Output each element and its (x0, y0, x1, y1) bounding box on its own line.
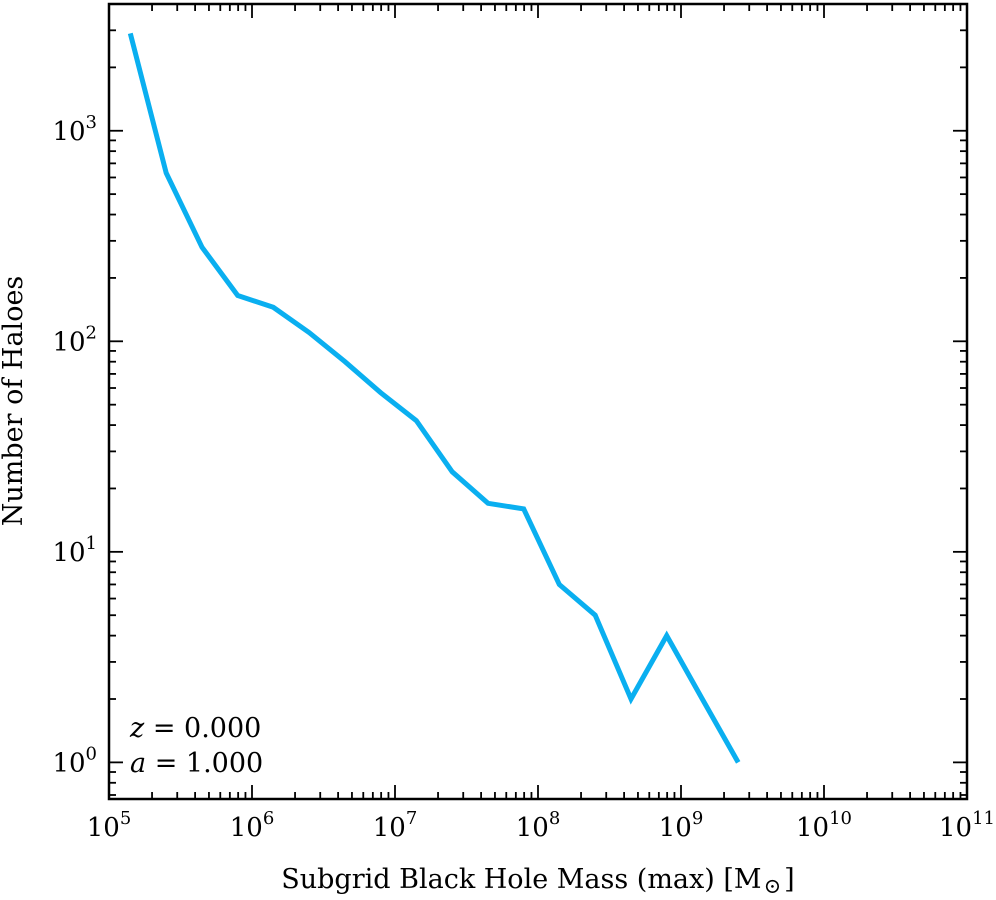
x-tick-label-base: 10 (796, 813, 829, 843)
x-tick-label: 1011 (939, 808, 995, 843)
y-tick-label: 103 (52, 112, 97, 147)
y-tick-label-exponent: 1 (86, 533, 97, 554)
x-tick-label: 105 (87, 808, 132, 843)
series-line (127, 32, 741, 764)
y-tick-label: 102 (52, 322, 97, 357)
axis-ticks (108, 3, 968, 799)
annotation-scale-factor-eq: = (146, 748, 186, 779)
y-tick-label: 101 (52, 533, 97, 568)
annotation-redshift-eq: = (144, 713, 184, 744)
x-tick-label-base: 10 (230, 813, 263, 843)
x-tick-label: 106 (230, 808, 275, 843)
x-tick-label-exponent: 6 (263, 808, 274, 829)
x-tick-label-exponent: 5 (120, 808, 131, 829)
annotation-scale-factor: a = 1.000 (130, 748, 263, 779)
annotation-redshift: z = 0.000 (129, 713, 261, 744)
y-tick-label-exponent: 0 (86, 743, 97, 764)
x-tick-label-base: 10 (87, 813, 120, 843)
plot-frame (107, 2, 969, 801)
y-tick-label-base: 10 (52, 748, 85, 778)
y-tick-label-base: 10 (52, 327, 85, 357)
x-axis-label: Subgrid Black Hole Mass (max) [M⊙] (281, 864, 794, 898)
annotation-scale-factor-value: 1.000 (186, 748, 263, 779)
y-tick-label-exponent: 3 (86, 112, 97, 133)
x-tick-label-base: 10 (516, 813, 549, 843)
x-tick-label: 107 (373, 808, 418, 843)
x-tick-label: 1010 (796, 808, 852, 843)
x-tick-label-exponent: 8 (549, 808, 560, 829)
y-tick-label-base: 10 (52, 117, 85, 147)
x-axis-label-close: ] (784, 864, 795, 895)
annotation-redshift-var: z (129, 713, 145, 744)
x-tick-label-base: 10 (373, 813, 406, 843)
x-tick-label-exponent: 7 (406, 808, 417, 829)
x-tick-label-exponent: 9 (692, 808, 703, 829)
y-axis-label: Number of Haloes (0, 276, 29, 527)
y-tick-label-base: 10 (52, 538, 85, 568)
annotation-scale-factor-var: a (130, 748, 146, 779)
x-axis-label-text: Subgrid Black Hole Mass (max) [M (281, 864, 761, 895)
solar-symbol: ⊙ (764, 874, 782, 898)
y-tick-label-exponent: 2 (86, 322, 97, 343)
x-tick-label: 109 (659, 808, 704, 843)
x-tick-label-base: 10 (659, 813, 692, 843)
x-tick-label-base: 10 (939, 813, 972, 843)
x-tick-label-exponent: 10 (829, 808, 852, 829)
x-tick-label: 108 (516, 808, 561, 843)
y-tick-label: 100 (52, 743, 97, 778)
x-tick-label-exponent: 11 (972, 808, 995, 829)
annotation-redshift-value: 0.000 (184, 713, 261, 744)
